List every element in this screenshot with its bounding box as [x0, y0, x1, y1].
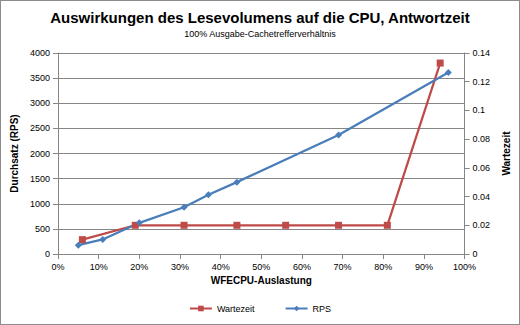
svg-text:3500: 3500 — [30, 73, 50, 83]
svg-text:100%: 100% — [453, 262, 476, 272]
svg-text:30%: 30% — [171, 262, 189, 272]
svg-text:0.12: 0.12 — [473, 77, 491, 87]
svg-text:Wartezeit: Wartezeit — [217, 304, 255, 314]
svg-text:50%: 50% — [252, 262, 270, 272]
svg-text:40%: 40% — [212, 262, 230, 272]
svg-text:0.14: 0.14 — [473, 48, 491, 58]
svg-text:0: 0 — [473, 249, 478, 259]
svg-text:Auswirkungen des Lesevolumens: Auswirkungen des Lesevolumens auf die CP… — [50, 9, 470, 26]
svg-text:0.06: 0.06 — [473, 163, 491, 173]
svg-text:0.1: 0.1 — [473, 105, 486, 115]
svg-text:60%: 60% — [293, 262, 311, 272]
svg-text:0%: 0% — [51, 262, 64, 272]
svg-text:1500: 1500 — [30, 174, 50, 184]
svg-text:0.08: 0.08 — [473, 134, 491, 144]
svg-text:80%: 80% — [374, 262, 392, 272]
svg-text:20%: 20% — [130, 262, 148, 272]
svg-text:WFECPU-Auslastung: WFECPU-Auslastung — [211, 275, 312, 286]
svg-text:2500: 2500 — [30, 123, 50, 133]
svg-text:Durchsatz (RPS): Durchsatz (RPS) — [9, 114, 20, 192]
svg-text:4000: 4000 — [30, 48, 50, 58]
svg-text:90%: 90% — [415, 262, 433, 272]
svg-text:10%: 10% — [90, 262, 108, 272]
svg-text:2000: 2000 — [30, 149, 50, 159]
svg-text:Wartezeit: Wartezeit — [501, 131, 512, 176]
svg-text:1000: 1000 — [30, 199, 50, 209]
svg-text:0.04: 0.04 — [473, 192, 491, 202]
svg-text:RPS: RPS — [313, 304, 332, 314]
svg-text:3000: 3000 — [30, 98, 50, 108]
svg-text:70%: 70% — [334, 262, 352, 272]
svg-text:500: 500 — [35, 224, 50, 234]
svg-text:0: 0 — [45, 249, 50, 259]
svg-text:100% Ausgabe-Cachetrefferverhä: 100% Ausgabe-Cachetrefferverhältnis — [184, 29, 336, 39]
svg-text:0.02: 0.02 — [473, 220, 491, 230]
